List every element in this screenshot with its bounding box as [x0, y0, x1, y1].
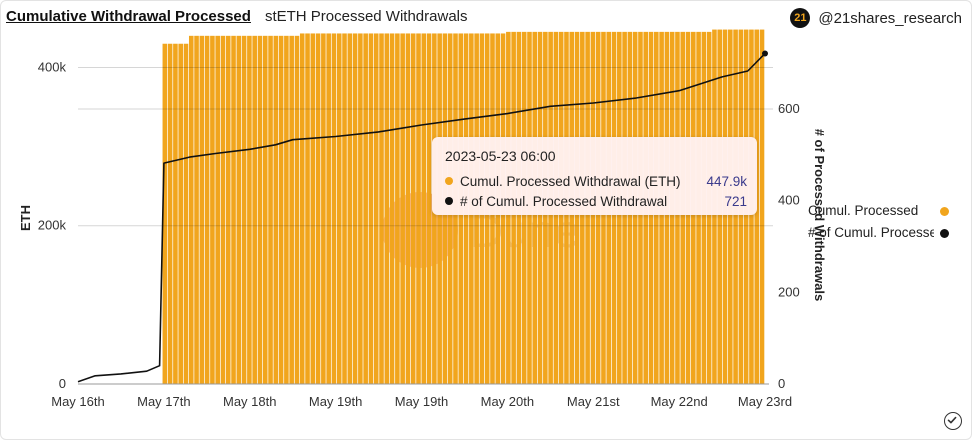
bar: [331, 33, 337, 384]
bar: [262, 35, 268, 384]
bar: [416, 33, 421, 384]
bar: [400, 33, 405, 384]
chart-tooltip: 2023-05-23 06:00 Cumul. Processed Withdr…: [432, 137, 757, 215]
bar: [167, 43, 173, 385]
bar: [389, 33, 395, 384]
bar: [305, 33, 310, 384]
bar: [215, 35, 220, 384]
y-right-tick-label: 0: [778, 376, 785, 391]
tooltip-row-count: # of Cumul. Processed Withdrawal 721: [445, 192, 747, 210]
tooltip-label-count: # of Cumul. Processed Withdrawal: [460, 193, 668, 209]
bar: [284, 35, 289, 384]
x-tick-label: May 16th: [51, 394, 104, 409]
bar: [299, 33, 305, 384]
legend-dot-count: [940, 229, 949, 238]
x-tick-label: May 17th: [137, 394, 190, 409]
bar: [336, 33, 342, 384]
tooltip-label-eth: Cumul. Processed Withdrawal (ETH): [460, 173, 681, 189]
chart-legend: Cumul. Processed # of Cumul. Processed W…: [808, 201, 958, 245]
bar: [379, 33, 384, 384]
x-tick-label: May 20th: [481, 394, 534, 409]
bar: [199, 35, 205, 384]
legend-label-processed: Cumul. Processed: [808, 203, 919, 218]
chart-title-link[interactable]: Cumulative Withdrawal Processed: [6, 8, 251, 25]
y-left-tick-label: 0: [59, 376, 66, 391]
x-tick-label: May 18th: [223, 394, 276, 409]
bar: [241, 35, 247, 384]
bar: [178, 43, 183, 385]
bar: [326, 33, 331, 384]
bar: [352, 33, 358, 384]
y-right-tick-label: 400: [778, 193, 800, 208]
bar: [410, 33, 416, 384]
bar: [405, 33, 411, 384]
legend-item-count[interactable]: # of Cumul. Processed Withdrawal: [808, 223, 958, 245]
bar: [273, 35, 279, 384]
bar: [315, 33, 321, 384]
brand[interactable]: 21 @21shares_research: [790, 8, 962, 28]
check-circle-icon[interactable]: [944, 412, 962, 430]
x-tick-label: May 23rd: [738, 394, 792, 409]
tooltip-value-count: 721: [724, 193, 747, 209]
tooltip-value-eth: 447.9k: [706, 173, 747, 189]
tooltip-row-eth: Cumul. Processed Withdrawal (ETH) 447.9k: [445, 172, 747, 190]
bar: [321, 33, 326, 384]
bar: [194, 35, 199, 384]
chart-subtitle: stETH Processed Withdrawals: [264, 8, 468, 25]
legend-item-processed[interactable]: Cumul. Processed: [808, 201, 958, 223]
bar: [220, 35, 226, 384]
bar: [204, 35, 210, 384]
bar: [247, 35, 252, 384]
line-series: [77, 52, 766, 383]
hover-marker: [762, 50, 768, 57]
x-tick-label: May 19th: [309, 394, 362, 409]
legend-dot-processed: [940, 207, 949, 216]
bar: [395, 33, 400, 384]
brand-logo-icon: 21: [790, 8, 811, 28]
bar: [289, 35, 294, 384]
bar: [257, 35, 263, 384]
bar: [426, 33, 432, 384]
bar: [268, 35, 273, 384]
tooltip-date: 2023-05-23 06:00: [445, 148, 556, 164]
bar: [231, 35, 236, 384]
bar: [225, 35, 231, 384]
bar: [342, 33, 347, 384]
tooltip-dot-eth: [445, 177, 453, 185]
y-left-tick-label: 400k: [38, 59, 67, 74]
y-left-axis-title: ETH: [18, 205, 33, 231]
bar: [421, 33, 427, 384]
bar: [162, 43, 168, 385]
bar: [252, 35, 257, 384]
bar: [384, 33, 390, 384]
bar: [188, 35, 194, 384]
bar: [358, 33, 363, 384]
bar: [294, 35, 300, 384]
bar: [173, 43, 178, 385]
x-tick-label: May 19th: [395, 394, 448, 409]
y-right-axis-title: # of Processed Withdrawals: [812, 129, 827, 302]
bar: [310, 33, 316, 384]
chart-header: Cumulative Withdrawal Processed stETH Pr…: [6, 8, 468, 30]
bar: [278, 35, 284, 384]
y-right-tick-label: 600: [778, 101, 800, 116]
brand-handle: @21shares_research: [818, 9, 962, 27]
bar: [368, 33, 374, 384]
legend-label-count: # of Cumul. Processed Withdrawal: [808, 225, 934, 240]
bar: [373, 33, 379, 384]
bar: [183, 43, 189, 385]
bar: [210, 35, 215, 384]
bar: [759, 29, 765, 384]
y-left-tick-label: 200k: [38, 218, 67, 233]
bar: [236, 35, 242, 384]
bar: [363, 33, 368, 384]
x-tick-label: May 21st: [567, 394, 620, 409]
x-tick-label: May 22nd: [651, 394, 708, 409]
tooltip-dot-count: [445, 197, 453, 205]
y-right-tick-label: 200: [778, 284, 800, 299]
bar: [347, 33, 353, 384]
